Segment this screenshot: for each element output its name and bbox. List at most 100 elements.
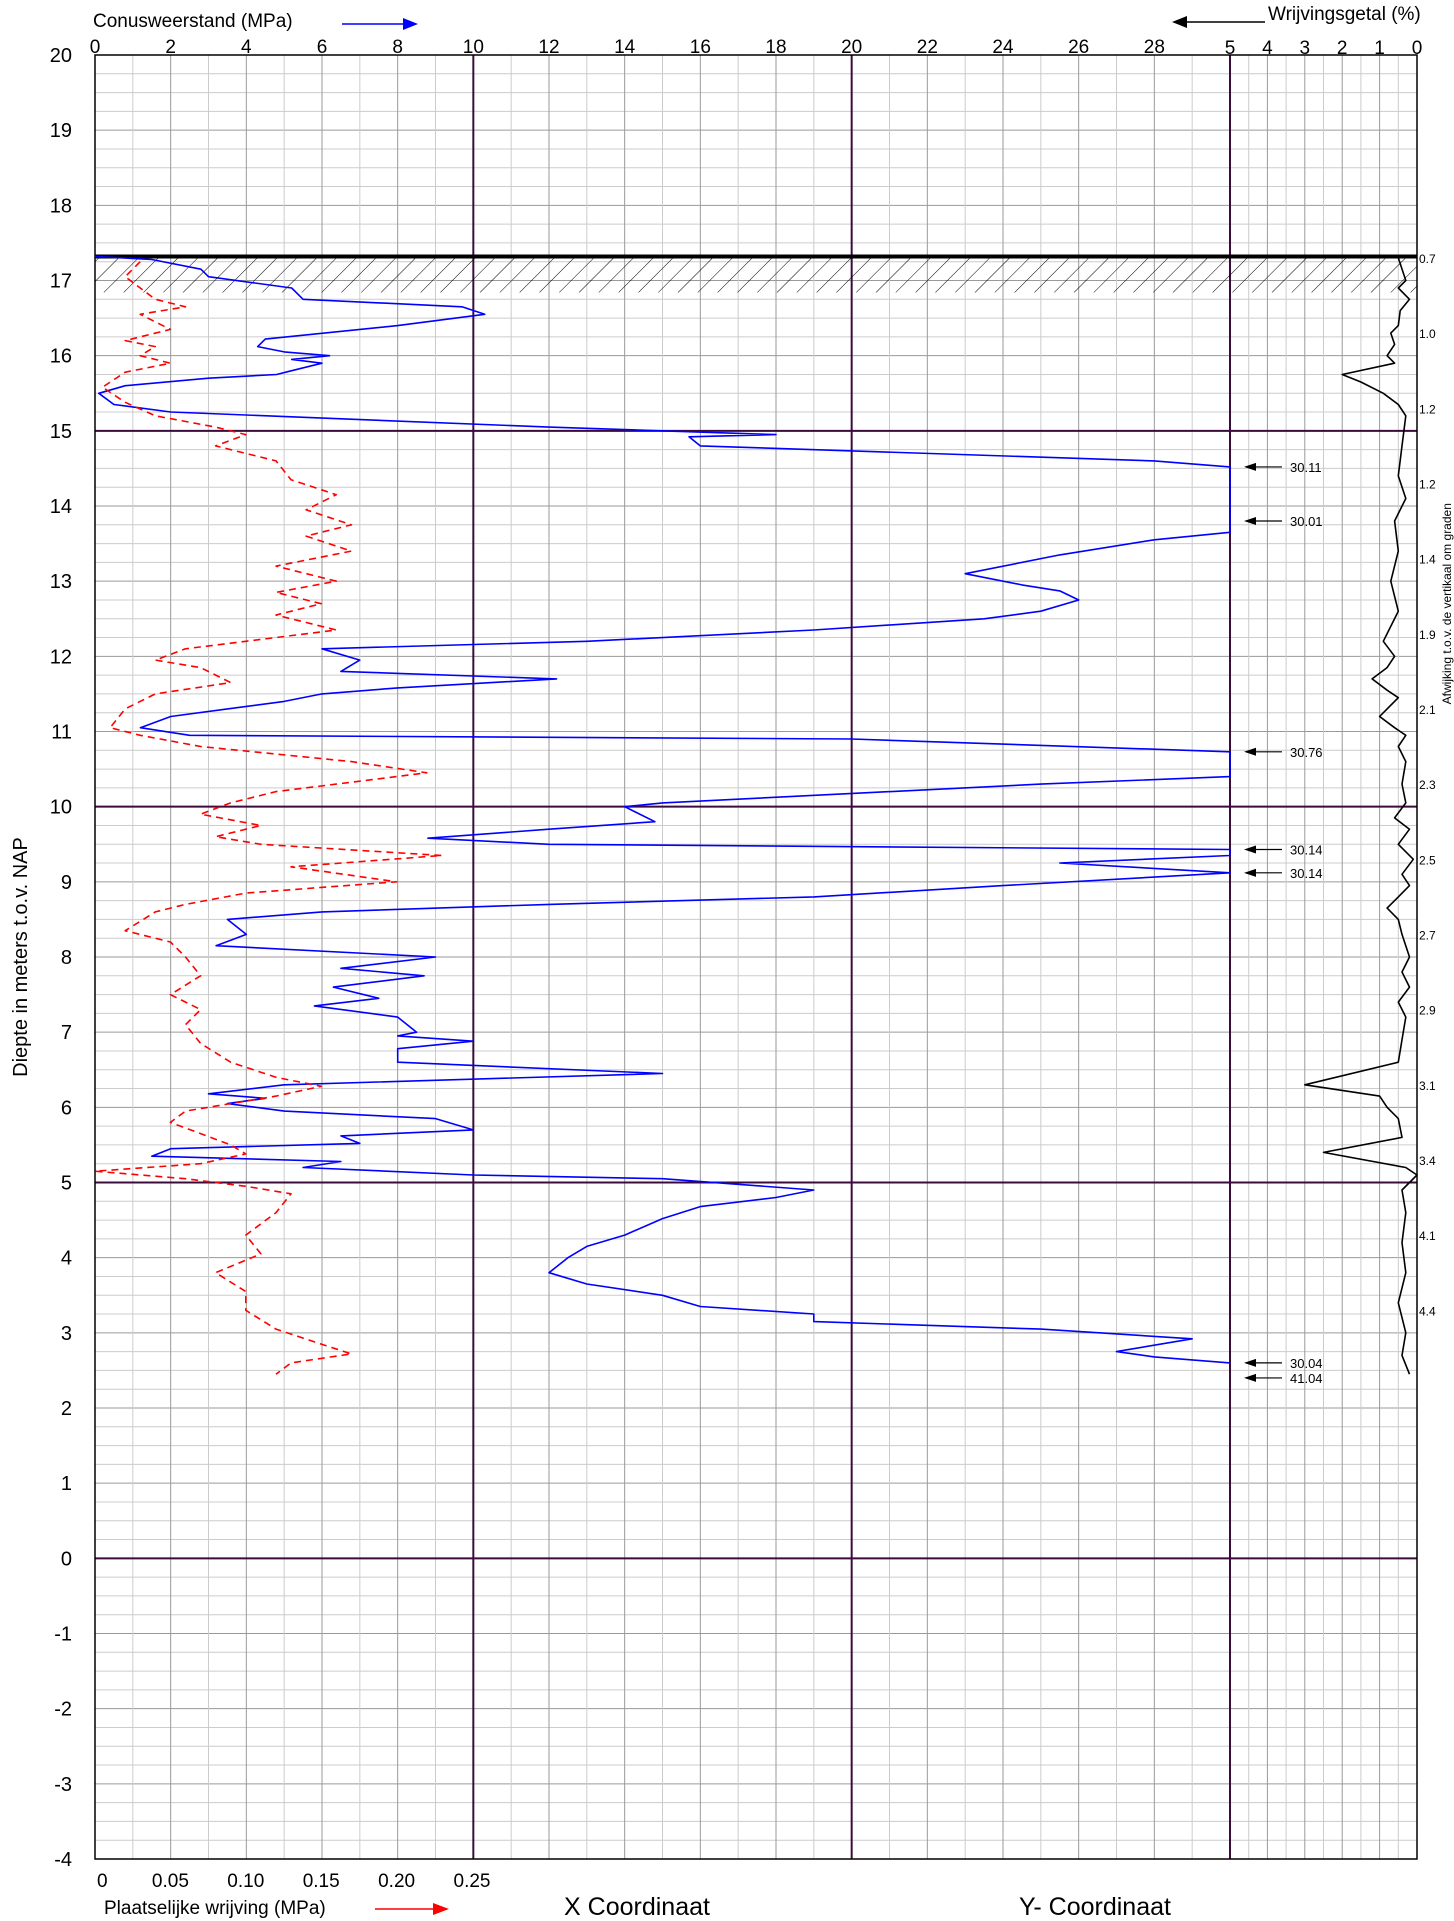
peak-value-label: 30.01 <box>1290 514 1323 529</box>
y-tick-label: 16 <box>50 346 72 368</box>
y-tick-label: 14 <box>50 496 72 518</box>
peak-value-label: 30.14 <box>1290 866 1323 881</box>
deviation-value: 2.1 <box>1419 703 1436 717</box>
y-tick-label: 13 <box>50 571 72 593</box>
peak-value-label: 30.04 <box>1290 1356 1323 1371</box>
peak-value-label: 30.76 <box>1290 745 1323 760</box>
deviation-value: 3.1 <box>1419 1079 1436 1093</box>
deviation-value: 0.7 <box>1419 252 1436 266</box>
bottom-tick-label: 0 <box>97 1871 108 1892</box>
minor-grid <box>95 54 1417 1860</box>
y-tick-label: 5 <box>61 1173 72 1195</box>
y-tick-label: 4 <box>61 1248 72 1270</box>
right-axis-title: Wrijvingsgetal (%) <box>1268 4 1421 25</box>
y-tick-label: 11 <box>51 722 72 744</box>
top-tick-label: 12 <box>538 37 559 58</box>
top-tick-label: 26 <box>1068 37 1089 58</box>
y-tick-label: 1 <box>61 1473 72 1495</box>
plot-border <box>94 54 1418 1860</box>
y-tick-label: 9 <box>61 872 72 894</box>
bottom-axis-title: Plaatselijke wrijving (MPa) <box>104 1898 326 1919</box>
axis-labels: 20191817161514131211109876543210-1-2-3-4… <box>10 4 1422 1921</box>
bottom-tick-label: 0.05 <box>152 1871 189 1892</box>
y-tick-label: 15 <box>50 421 72 443</box>
cone-resistance-line <box>94 255 1231 1364</box>
y-tick-label: 2 <box>61 1398 72 1420</box>
y-tick-label: 3 <box>61 1323 72 1345</box>
deviation-value: 3.4 <box>1419 1154 1436 1168</box>
top-tick-label: 6 <box>317 37 328 58</box>
bottom-tick-label: 0.25 <box>454 1871 491 1892</box>
top-axis-title: Conusweerstand (MPa) <box>93 11 293 32</box>
top-tick-label: 4 <box>241 37 252 58</box>
top-tick-label: 0 <box>90 37 101 58</box>
y-tick-label: 20 <box>50 45 72 67</box>
right-tick-label: 5 <box>1225 38 1236 59</box>
deviation-value: 2.5 <box>1419 853 1436 867</box>
ground-hatching <box>95 256 1417 293</box>
deviation-value: 4.4 <box>1419 1304 1436 1318</box>
y-tick-label: 12 <box>50 646 72 668</box>
annotation-arrow-head <box>1244 747 1256 756</box>
annotation-arrow-head <box>1244 462 1256 471</box>
annotation-arrow-head <box>1244 517 1256 526</box>
series-layer <box>94 255 1418 1375</box>
peak-value-label: 30.14 <box>1290 843 1323 858</box>
y-tick-label: 8 <box>61 947 72 969</box>
y-tick-label: 7 <box>61 1022 72 1044</box>
y-tick-label: -3 <box>54 1774 72 1796</box>
y-tick-label: 10 <box>50 797 72 819</box>
ground-surface <box>95 254 1417 293</box>
peak-value-label: 41.04 <box>1290 1371 1323 1386</box>
deviation-value: 1.0 <box>1419 327 1436 341</box>
top-tick-label: 10 <box>463 37 484 58</box>
deviation-value: 2.7 <box>1419 928 1436 942</box>
right-tick-label: 1 <box>1374 38 1385 59</box>
bottom-tick-label: 0.20 <box>378 1871 415 1892</box>
deviation-value: 1.9 <box>1419 628 1436 642</box>
y-axis-title: Diepte in meters t.o.v. NAP <box>10 837 32 1077</box>
right-tick-label: 3 <box>1300 38 1311 59</box>
top-tick-label: 14 <box>614 37 636 58</box>
y-tick-label: 0 <box>61 1548 72 1570</box>
annotation-arrow-head <box>1244 1358 1256 1367</box>
deviation-value: 1.2 <box>1419 402 1436 416</box>
major-grid <box>95 55 1417 1859</box>
deviation-axis-label: Afwijking t.o.v. de vertikaal om graden <box>1440 503 1454 704</box>
top-tick-label: 2 <box>165 37 176 58</box>
local-friction-line <box>94 261 443 1375</box>
y-tick-label: 6 <box>61 1097 72 1119</box>
deviation-value: 1.4 <box>1419 553 1436 567</box>
top-tick-label: 22 <box>917 37 938 58</box>
y-tick-label: 18 <box>50 195 72 217</box>
right-tick-label: 2 <box>1337 38 1348 59</box>
top-tick-label: 28 <box>1144 37 1165 58</box>
top-tick-label: 8 <box>392 37 403 58</box>
right-tick-label: 4 <box>1262 38 1273 59</box>
peak-value-label: 30.11 <box>1290 460 1322 475</box>
right-tick-label: 0 <box>1412 38 1423 59</box>
deviation-value: 1.2 <box>1419 477 1436 491</box>
y-tick-label: 19 <box>50 120 72 142</box>
top-tick-label: 24 <box>992 37 1014 58</box>
friction-ratio-line <box>1304 257 1418 1375</box>
bottom-axis-arrow-icon <box>433 1903 449 1915</box>
x-coordinate-caption: X Coordinaat <box>564 1893 710 1921</box>
deviation-value: 2.9 <box>1419 1004 1436 1018</box>
y-tick-label: -2 <box>54 1699 72 1721</box>
y-coordinate-caption: Y- Coordinaat <box>1019 1893 1171 1921</box>
bottom-tick-label: 0.15 <box>303 1871 340 1892</box>
bottom-tick-label: 0.10 <box>227 1871 264 1892</box>
right-axis-arrow-icon <box>1172 16 1187 28</box>
plot-frame <box>94 54 1418 1860</box>
top-axis-arrow-icon <box>403 18 418 30</box>
y-tick-label: -4 <box>54 1849 72 1871</box>
y-tick-label: 17 <box>50 271 72 293</box>
annotation-arrow-head <box>1244 868 1256 877</box>
y-tick-label: -1 <box>54 1624 72 1646</box>
top-tick-label: 20 <box>841 37 862 58</box>
top-tick-label: 18 <box>765 37 786 58</box>
deviation-value: 4.1 <box>1419 1229 1436 1243</box>
